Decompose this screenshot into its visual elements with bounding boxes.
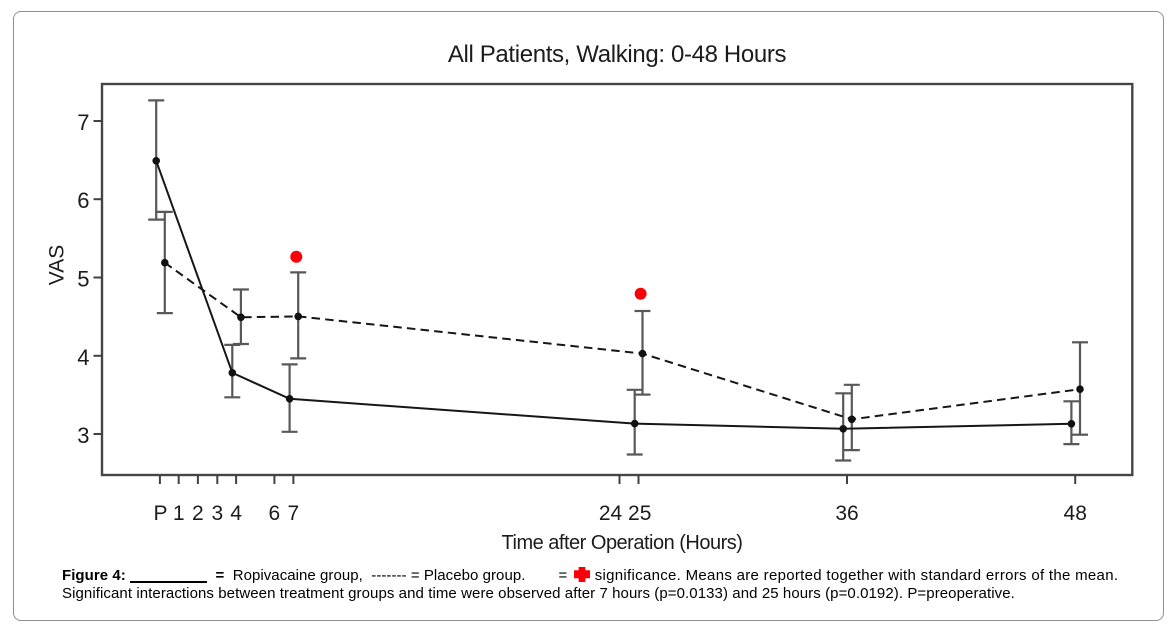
svg-text:5: 5 <box>77 267 89 292</box>
svg-text:3: 3 <box>211 502 223 525</box>
svg-text:25: 25 <box>628 502 651 525</box>
svg-text:All Patients, Walking: 0-48 Ho: All Patients, Walking: 0-48 Hours <box>448 41 787 68</box>
svg-text:6: 6 <box>269 502 281 525</box>
svg-text:Time after Operation (Hours): Time after Operation (Hours) <box>502 532 743 554</box>
svg-text:4: 4 <box>230 502 242 525</box>
svg-text:6: 6 <box>77 188 89 213</box>
svg-text:36: 36 <box>835 502 858 525</box>
svg-text:VAS: VAS <box>46 245 69 285</box>
svg-text:24: 24 <box>599 502 623 525</box>
svg-text:4: 4 <box>77 345 89 370</box>
svg-text:7: 7 <box>288 502 300 525</box>
svg-text:P: P <box>153 502 167 525</box>
svg-text:2: 2 <box>192 502 204 525</box>
svg-text:48: 48 <box>1064 502 1087 525</box>
svg-text:1: 1 <box>173 502 185 525</box>
svg-text:3: 3 <box>77 423 89 448</box>
svg-text:7: 7 <box>77 110 89 135</box>
